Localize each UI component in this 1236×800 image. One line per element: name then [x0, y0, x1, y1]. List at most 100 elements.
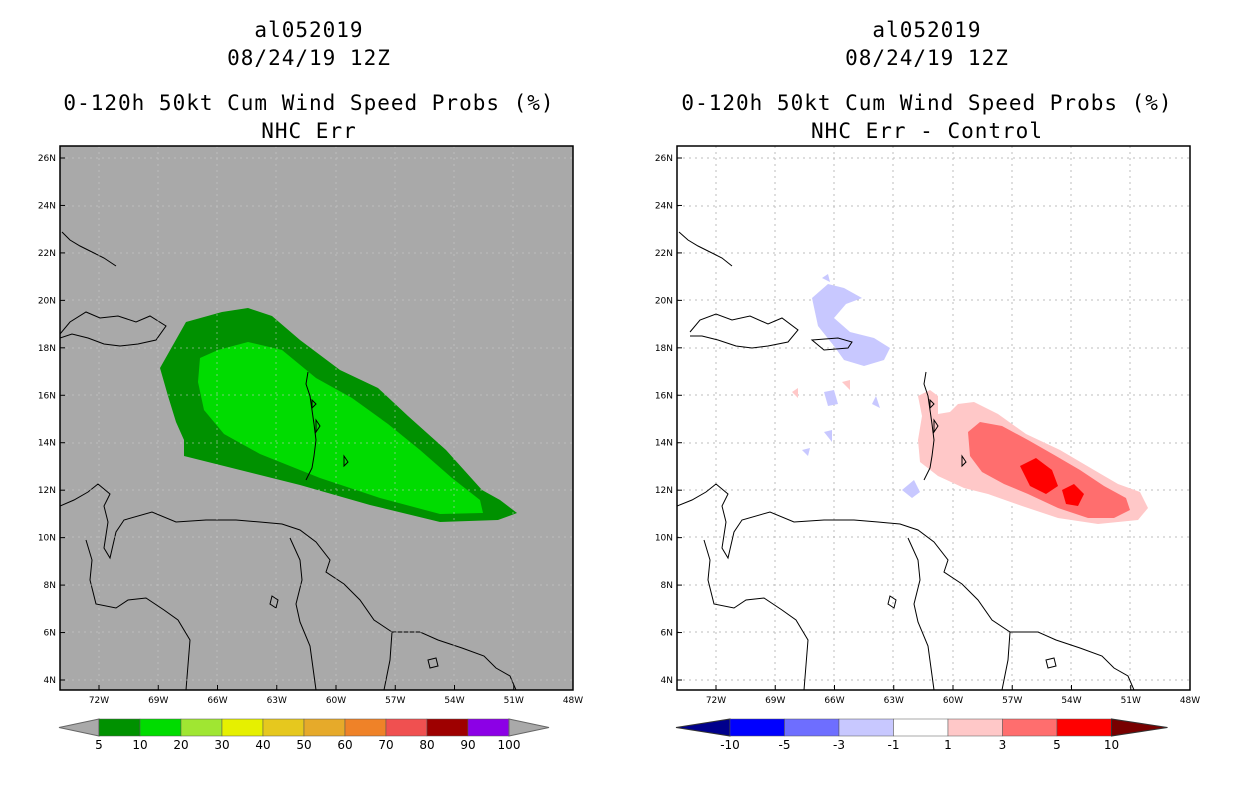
colorbar-label: 20 — [173, 738, 188, 752]
lat-label: 8N — [44, 581, 56, 591]
panel-subtitle: NHC Err - Control — [811, 119, 1043, 143]
colorbar-swatch — [221, 718, 264, 737]
lon-label: 66W — [824, 696, 844, 706]
colorbar-swatch — [180, 718, 223, 737]
colorbar-swatch — [262, 718, 305, 737]
colorbar-swatch — [426, 718, 469, 737]
colorbar-right: -10 -5 -3 -1 1 3 5 10 — [675, 718, 1168, 752]
colorbar-swatch — [1002, 718, 1058, 737]
left-panel: al052019 08/24/19 12Z 0-120h 50kt Cum Wi… — [38, 18, 583, 752]
colorbar-label: 50 — [296, 738, 311, 752]
colorbar-label: 60 — [337, 738, 352, 752]
colorbar-label: 1 — [944, 738, 952, 752]
diff-negative-areas — [802, 274, 920, 498]
lon-axis-labels: 72W 69W 66W 63W 60W 57W 54W 51W 48W — [706, 685, 1200, 706]
product-title: 0-120h 50kt Cum Wind Speed Probs (%) — [63, 91, 555, 115]
colorbar-swatch — [98, 718, 141, 737]
right-map: 26N 24N 22N 20N 18N 16N 14N 12N 10N 8N 6N 4N 72W 69W… — [655, 145, 1200, 752]
lon-label: 60W — [943, 696, 963, 706]
lat-label: 22N — [38, 249, 56, 259]
prob-10-contour — [198, 342, 483, 514]
colorbar-label: -3 — [833, 738, 845, 752]
lat-label: 18N — [38, 344, 56, 354]
colorbar-swatch — [729, 718, 785, 737]
lat-label: 16N — [655, 391, 673, 401]
gridlines — [60, 146, 573, 690]
colorbar-label: 3 — [999, 738, 1007, 752]
colorbar-high-arrow — [1111, 718, 1168, 737]
lat-label: 26N — [38, 154, 56, 164]
colorbar-swatch — [893, 718, 949, 737]
coastline — [60, 231, 517, 690]
colorbar-label: 100 — [498, 738, 521, 752]
lat-label: 12N — [655, 486, 673, 496]
colorbar-label: 5 — [95, 738, 103, 752]
lat-label: 20N — [38, 296, 56, 306]
lon-label: 66W — [207, 696, 227, 706]
colorbar-label: 30 — [214, 738, 229, 752]
lon-label: 51W — [504, 696, 524, 706]
colorbar-swatch — [139, 718, 182, 737]
lat-label: 26N — [655, 154, 673, 164]
colorbar-label: 10 — [132, 738, 147, 752]
lat-label: 8N — [661, 581, 673, 591]
right-panel: al052019 08/24/19 12Z 0-120h 50kt Cum Wi… — [618, 0, 1236, 800]
lat-label: 14N — [38, 439, 56, 449]
diff-pos5-areas — [1020, 458, 1084, 506]
lat-label: 12N — [38, 486, 56, 496]
lat-label: 16N — [38, 391, 56, 401]
colorbar-swatch — [947, 718, 1003, 737]
lon-label: 54W — [444, 696, 464, 706]
storm-id: al052019 — [254, 18, 364, 42]
lon-axis-labels: 72W 69W 66W 63W 60W 57W 54W 51W 48W — [89, 685, 583, 706]
colorbar-label: 5 — [1053, 738, 1061, 752]
lat-label: 4N — [44, 676, 56, 686]
colorbar-swatch — [838, 718, 894, 737]
colorbar-swatch — [303, 718, 346, 737]
colorbar-low-arrow — [675, 718, 731, 737]
colorbar-label: 40 — [255, 738, 270, 752]
colorbar-label: 10 — [1104, 738, 1119, 752]
colorbar-high-arrow — [508, 718, 550, 737]
storm-id: al052019 — [872, 18, 982, 42]
lat-label: 20N — [655, 296, 673, 306]
colorbar-label: 70 — [378, 738, 393, 752]
lon-label: 69W — [148, 696, 168, 706]
map-frame — [676, 145, 1191, 691]
colorbar-swatch — [784, 718, 840, 737]
lon-label: 72W — [89, 696, 109, 706]
lat-label: 6N — [44, 629, 56, 639]
colorbar-swatch — [385, 718, 428, 737]
colorbar-label: -1 — [888, 738, 900, 752]
lat-label: 18N — [655, 344, 673, 354]
colorbar-swatch — [344, 718, 387, 737]
colorbar-label: 80 — [419, 738, 434, 752]
lon-label: 48W — [563, 696, 583, 706]
lat-label: 4N — [661, 676, 673, 686]
lat-label: 22N — [655, 249, 673, 259]
product-title: 0-120h 50kt Cum Wind Speed Probs (%) — [681, 91, 1173, 115]
left-map: 26N 24N 22N 20N 18N 16N 14N 12N 10N 8N 6N 4N 72W 69W… — [38, 145, 583, 752]
lat-label: 14N — [655, 439, 673, 449]
lon-label: 69W — [765, 696, 785, 706]
lon-label: 57W — [1002, 696, 1022, 706]
datetime: 08/24/19 12Z — [845, 46, 1009, 70]
lat-label: 10N — [38, 534, 56, 544]
map-frame — [59, 145, 574, 691]
datetime: 08/24/19 12Z — [227, 46, 391, 70]
lon-label: 72W — [706, 696, 726, 706]
colorbar-swatch — [467, 718, 510, 737]
colorbar-swatch — [1056, 718, 1112, 737]
lon-label: 63W — [267, 696, 287, 706]
lat-label: 24N — [38, 201, 56, 211]
colorbar-label: -5 — [779, 738, 791, 752]
lat-axis-labels: 26N 24N 22N 20N 18N 16N 14N 12N 10N 8N 6N 4N — [38, 154, 65, 686]
lat-axis-labels: 26N 24N 22N 20N 18N 16N 14N 12N 10N 8N 6N 4N — [655, 154, 682, 686]
lon-label: 54W — [1061, 696, 1081, 706]
colorbar-low-arrow — [58, 718, 100, 737]
lat-label: 6N — [661, 629, 673, 639]
colorbar-left: 5 10 20 30 40 50 60 70 80 90 100 — [58, 718, 550, 752]
lon-label: 57W — [385, 696, 405, 706]
lon-label: 51W — [1121, 696, 1141, 706]
panel-subtitle: NHC Err — [261, 119, 357, 143]
